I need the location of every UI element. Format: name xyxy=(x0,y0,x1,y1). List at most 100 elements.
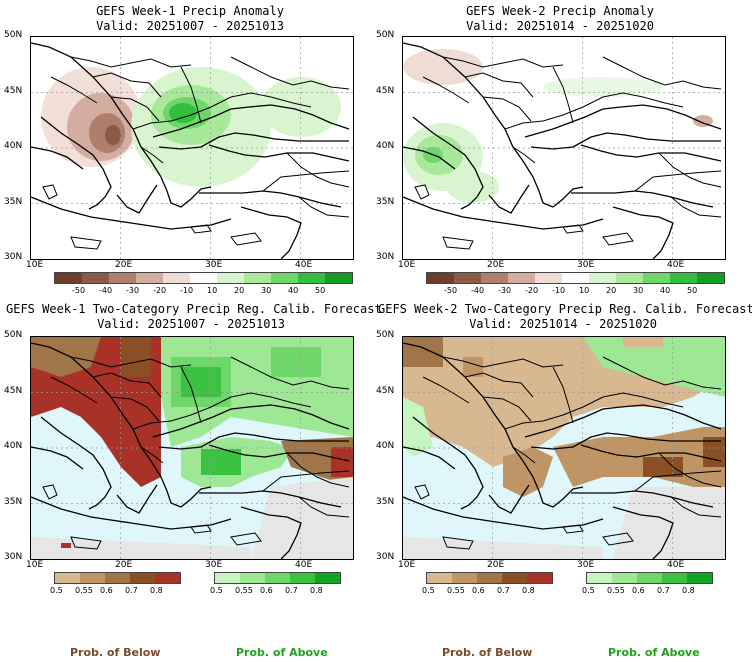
p2-colorbar-label: 20 xyxy=(606,286,617,295)
p1-colorbar-swatch xyxy=(190,273,217,283)
coastline xyxy=(412,116,484,210)
p4-above-colorbar-label: 0.8 xyxy=(682,586,695,595)
country-border xyxy=(70,56,192,68)
country-border xyxy=(298,496,350,518)
coastline xyxy=(208,144,350,162)
coastline xyxy=(40,116,112,210)
coastline xyxy=(40,416,112,510)
p1-colorbar-label: -30 xyxy=(126,286,140,295)
coastline xyxy=(403,342,534,478)
below-prob-region xyxy=(503,447,553,497)
coastline xyxy=(571,190,714,208)
below-prob-region xyxy=(121,337,151,377)
x-tick-label: 40E xyxy=(667,560,685,570)
country-border xyxy=(92,372,162,398)
p4-above-colorbar-label: 0.6 xyxy=(632,586,645,595)
p1-colorbar-label: -20 xyxy=(153,286,167,295)
p1-colorbar-label: 20 xyxy=(234,286,245,295)
coastline xyxy=(240,206,302,259)
coastline xyxy=(31,196,232,230)
p3-map xyxy=(30,336,354,560)
coastline xyxy=(524,104,722,138)
p3-title: GEFS Week-1 Two-Category Precip Reg. Cal… xyxy=(6,302,382,332)
above-prob-region xyxy=(583,337,725,397)
below-prob-region xyxy=(643,457,683,477)
coastline xyxy=(31,342,162,478)
island-outline xyxy=(190,524,212,534)
p4-prob-below-label: Prob. of Below xyxy=(442,646,533,659)
country-border xyxy=(602,392,684,408)
p3-above-colorbar-label: 0.55 xyxy=(235,586,253,595)
p4-above-colorbar-swatch xyxy=(637,573,662,583)
y-tick-label: 50N xyxy=(376,330,395,340)
country-border xyxy=(464,72,534,98)
p3-below-colorbar-label: 0.8 xyxy=(150,586,163,595)
coastline xyxy=(580,144,722,162)
p3-below-colorbar-swatch xyxy=(105,573,130,583)
y-tick-label: 50N xyxy=(4,330,23,340)
y-tick-label: 50N xyxy=(376,30,395,40)
x-tick-label: 10E xyxy=(26,260,44,270)
p3-prob-above-label: Prob. of Above xyxy=(236,646,328,659)
p4-map xyxy=(402,336,726,560)
p1-colorbar-swatch xyxy=(55,273,82,283)
p2-colorbar-swatch xyxy=(697,273,724,283)
p2-colorbar-label: -30 xyxy=(498,286,512,295)
p4-below-colorbar-label: 0.7 xyxy=(497,586,510,595)
p1-colorbar-label: -50 xyxy=(72,286,86,295)
country-border xyxy=(504,96,604,130)
p1-colorbar-label: -40 xyxy=(99,286,113,295)
country-border xyxy=(602,56,722,90)
country-border xyxy=(132,396,232,430)
x-tick-label: 10E xyxy=(398,260,416,270)
p4-above-colorbar-swatch xyxy=(662,573,687,583)
x-tick-label: 40E xyxy=(295,560,313,570)
island-outline xyxy=(442,536,474,550)
p2-colorbar xyxy=(426,272,725,284)
country-border xyxy=(658,452,722,488)
anomaly-wet-area xyxy=(169,103,197,123)
coastline xyxy=(612,206,674,259)
below-prob-region xyxy=(331,447,353,477)
p3-above-colorbar-label: 0.8 xyxy=(310,586,323,595)
p4-below-colorbar-label: 0.6 xyxy=(472,586,485,595)
island-outline xyxy=(602,532,634,546)
p3-below-colorbar-swatch xyxy=(155,573,180,583)
coastline xyxy=(571,490,714,508)
p4-prob-above-label: Prob. of Above xyxy=(608,646,700,659)
country-border xyxy=(230,392,312,408)
p1-colorbar-swatch xyxy=(325,273,352,283)
coastline xyxy=(31,446,84,470)
p1-colorbar-swatch xyxy=(217,273,244,283)
p4-below-colorbar-swatch xyxy=(477,573,502,583)
coastline xyxy=(403,42,534,178)
x-tick-label: 30E xyxy=(577,260,595,270)
y-tick-label: 30N xyxy=(4,552,23,562)
coastline xyxy=(532,176,584,208)
country-border xyxy=(422,76,470,104)
p4-below-colorbar-label: 0.8 xyxy=(522,586,535,595)
p4-below-colorbar-swatch xyxy=(527,573,552,583)
p4-below-colorbar-swatch xyxy=(427,573,452,583)
p4-below-colorbar-swatch xyxy=(452,573,477,583)
x-tick-label: 40E xyxy=(667,260,685,270)
coastline xyxy=(31,496,232,530)
neutral-land xyxy=(613,487,725,559)
above-prob-region xyxy=(403,397,433,457)
country-border xyxy=(602,92,684,108)
y-tick-label: 30N xyxy=(4,252,23,262)
p3-above-colorbar xyxy=(214,572,341,584)
country-border xyxy=(464,372,534,398)
anomaly-dry-area xyxy=(105,125,121,145)
x-tick-label: 20E xyxy=(115,560,133,570)
p2-map-svg xyxy=(403,37,725,259)
country-border xyxy=(602,356,722,390)
coastline xyxy=(532,476,584,508)
p2-colorbar-label: -50 xyxy=(444,286,458,295)
p2-colorbar-swatch xyxy=(643,273,670,283)
coastline xyxy=(403,496,604,530)
country-border xyxy=(512,446,536,464)
y-tick-label: 45N xyxy=(376,385,395,396)
country-border xyxy=(504,396,604,430)
country-border xyxy=(634,470,722,492)
